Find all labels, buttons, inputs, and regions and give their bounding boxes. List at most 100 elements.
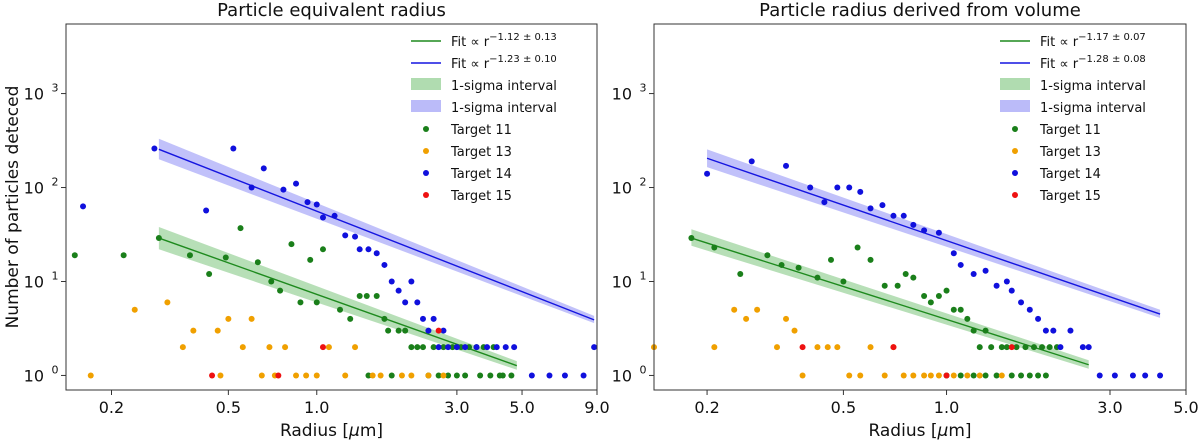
x-tick-label: 0.2 [99,398,124,417]
data-point [821,199,828,206]
data-point [1079,344,1086,351]
data-point [477,372,484,379]
data-point [814,274,821,281]
data-point [453,344,460,351]
data-point [402,327,409,334]
data-point [764,252,771,259]
data-point [1026,372,1033,379]
legend-band-label: 1-sigma interval [1040,101,1146,116]
data-point [131,306,138,313]
x-tick-label: 0.5 [831,398,856,417]
legend-series-label: Target 13 [450,145,512,160]
data-point [950,250,957,257]
legend-point-swatch [423,148,429,154]
data-point [120,252,127,259]
data-point [970,372,977,379]
legend-fit-label: Fit ∝ r−1.28 ± 0.08 [1040,54,1146,72]
data-point [921,372,928,379]
legend-point-swatch [1012,192,1018,198]
data-point [313,372,320,379]
data-point [209,372,216,379]
data-point [203,207,210,214]
legend-band-swatch [411,100,441,112]
data-point [894,282,901,289]
series-target-15 [799,344,1015,379]
data-point [902,271,909,278]
data-point [935,229,942,236]
data-point [1096,372,1103,379]
legend-band-swatch [1000,100,1030,112]
data-point [425,327,432,334]
legend-fit-label: Fit ∝ r−1.17 ± 0.07 [1040,32,1146,50]
fit-line-2 [706,157,1161,315]
y-tick-exponent: 0 [52,363,59,376]
x-tick-label: 5.0 [1173,398,1198,417]
data-point [976,372,983,379]
data-point [435,372,442,379]
data-point [408,372,415,379]
y-tick-label: 10 [612,366,632,385]
data-point [398,372,405,379]
data-point [164,299,171,306]
data-point [1003,344,1010,351]
legend-band-label: 1-sigma interval [451,79,557,94]
y-tick-label: 10 [24,272,44,291]
data-point [277,287,284,294]
data-point [921,293,928,300]
data-point [1035,315,1042,322]
data-point [1039,344,1046,351]
data-point [754,306,761,313]
data-point [80,203,87,210]
data-point [151,145,158,152]
data-point [373,293,380,300]
data-point [266,344,273,351]
data-point [217,372,224,379]
x-tick-label: 5.0 [509,398,534,417]
data-point [502,344,509,351]
data-point [430,344,437,351]
data-point [487,372,494,379]
data-point [743,315,750,322]
data-point [964,315,971,322]
data-point [395,327,402,334]
data-point [731,306,738,313]
data-point [1030,344,1037,351]
x-axis-label: Radius [μm] [280,421,383,441]
data-point [254,259,261,266]
data-point [347,315,354,322]
data-point [799,372,806,379]
data-point [879,202,886,209]
data-point [307,256,314,263]
data-point [1142,372,1149,379]
data-point [352,344,359,351]
data-point [783,315,790,322]
data-point [910,274,917,281]
plot-frame [653,23,1187,391]
data-point [737,271,744,278]
fit-line-2 [158,148,595,321]
data-point [993,282,1000,289]
y-tick-exponent: 0 [640,363,647,376]
data-point [998,344,1005,351]
data-point [440,344,447,351]
legend-series-label: Target 15 [1039,189,1101,204]
data-point [943,287,950,294]
data-point [867,256,874,263]
data-point [1085,344,1092,351]
data-point [373,250,380,257]
y-tick-exponent: 1 [640,269,647,282]
data-point [445,344,452,351]
data-point [1050,327,1057,334]
data-point [319,344,326,351]
data-point [1157,372,1164,379]
data-point [834,344,841,351]
data-point [511,344,518,351]
data-point [496,372,503,379]
data-point [688,235,695,242]
data-point [280,186,287,193]
legend-point-swatch [423,192,429,198]
data-point [268,278,275,285]
data-point [388,372,395,379]
data-point [435,344,442,351]
data-point [1026,306,1033,313]
